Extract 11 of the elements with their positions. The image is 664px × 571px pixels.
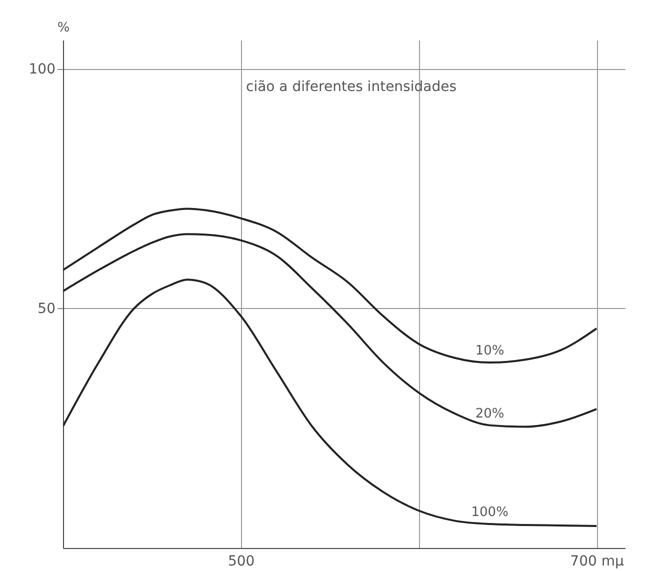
y-axis-title: %: [57, 20, 70, 36]
series-label: 100%: [471, 505, 508, 520]
x-tick-label: 500: [228, 554, 255, 570]
series-label: 20%: [475, 406, 504, 422]
line-series: [63, 278, 598, 527]
y-tick-label: 50: [38, 300, 56, 317]
line-series: [63, 208, 598, 364]
line-series: [63, 233, 598, 428]
y-tick-label: 100: [28, 61, 56, 78]
x-tick-label: 700 mμ: [570, 554, 624, 570]
series-label: 10%: [475, 344, 504, 359]
